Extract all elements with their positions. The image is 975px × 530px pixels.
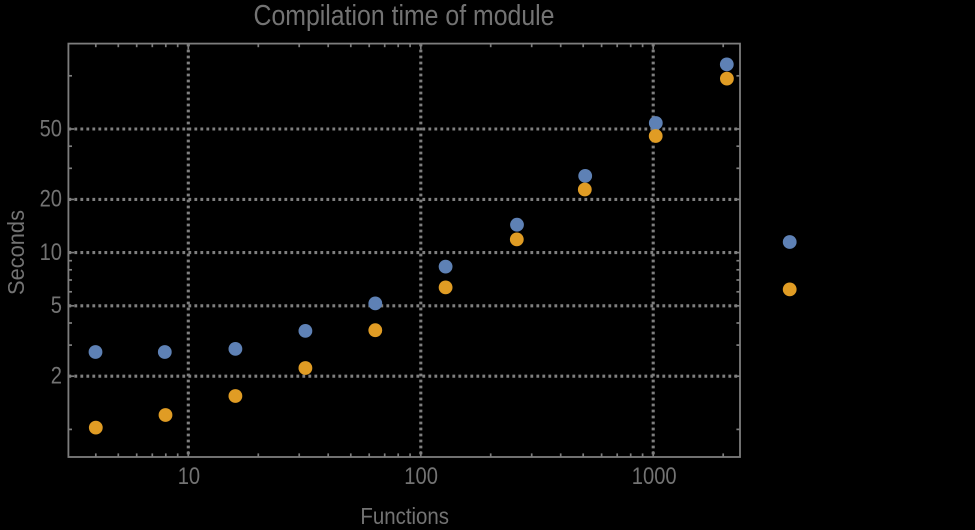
svg-text:2: 2 [51, 363, 62, 390]
svg-text:5: 5 [51, 292, 62, 319]
svg-text:1000: 1000 [632, 463, 677, 490]
svg-text:20: 20 [40, 186, 62, 213]
svg-text:Functions: Functions [360, 503, 449, 525]
svg-text:Seconds: Seconds [3, 210, 29, 295]
svg-text:Compilation time of module: Compilation time of module [254, 0, 555, 32]
svg-text:100: 100 [404, 463, 438, 490]
svg-text:10: 10 [40, 239, 62, 266]
svg-text:10: 10 [178, 463, 200, 490]
svg-text:50: 50 [40, 115, 62, 142]
